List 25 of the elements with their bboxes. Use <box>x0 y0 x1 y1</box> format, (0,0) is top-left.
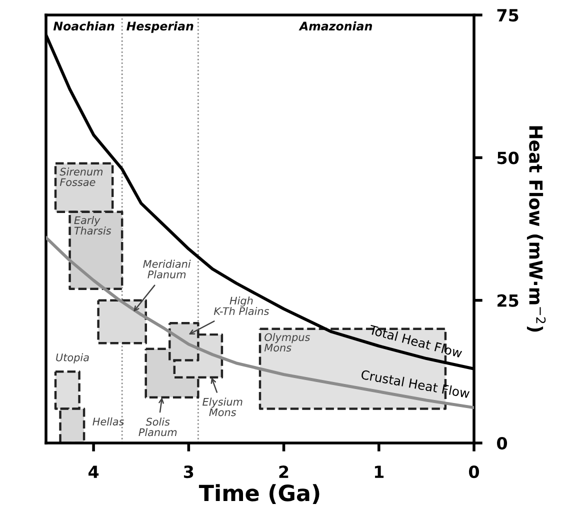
annotation: Elysium Mons <box>202 398 242 416</box>
annotation: Meridiani Planum <box>143 260 191 278</box>
annotation: High K-Th Plains <box>214 296 270 316</box>
annotation: Hellas <box>92 417 124 426</box>
x-tick-label: 3 <box>184 466 194 478</box>
x-tick-label: 1 <box>374 466 384 478</box>
x-tick-label: 4 <box>88 466 99 478</box>
x-tick-label: 0 <box>469 466 479 478</box>
annotation: Amazonian <box>298 21 372 31</box>
y-tick-label: 75 <box>497 9 518 22</box>
annotation: Hesperian <box>126 21 194 33</box>
annotation: Olympus Mons <box>264 333 310 352</box>
annotation: Sirenum Fossae <box>60 168 103 186</box>
y-tick-label: 25 <box>498 294 518 307</box>
y-tick-label: 50 <box>498 152 519 164</box>
annotation: Early Tharsis <box>74 216 112 235</box>
annotation: Noachian <box>53 21 114 31</box>
x-axis-title: Time (Ga) <box>198 484 320 504</box>
y-axis-title: Heat Flow (mW·m$^{−2}$) <box>526 126 546 332</box>
text: Total Heat Flow <box>368 324 463 358</box>
annotation: Utopia <box>56 353 89 364</box>
y-tick-label: 0 <box>497 436 508 450</box>
x-tick-label: 2 <box>279 466 288 478</box>
annotation: Solis Planum <box>138 418 177 436</box>
text: Crustal Heat Flow <box>360 369 470 398</box>
